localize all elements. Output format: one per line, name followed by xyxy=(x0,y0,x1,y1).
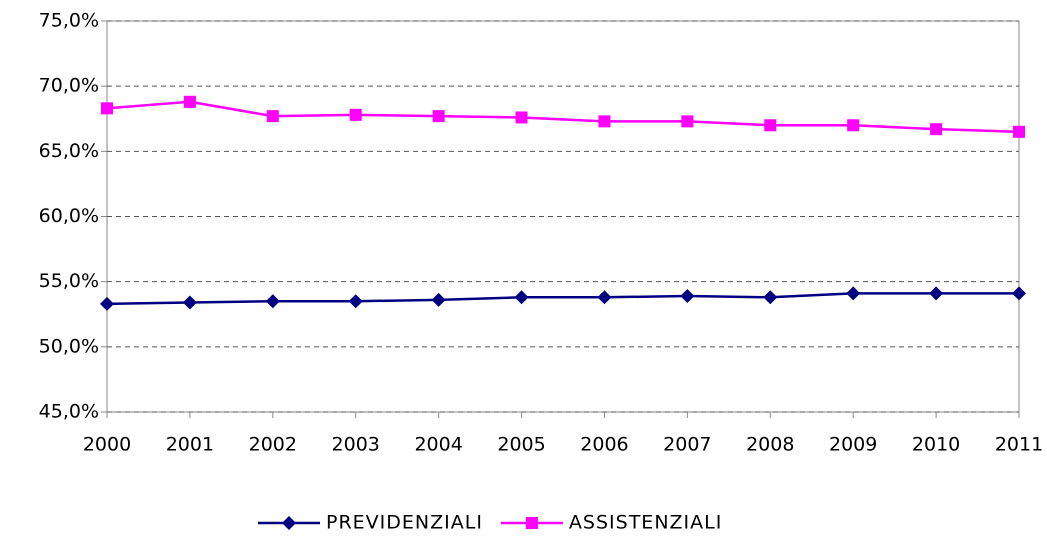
x-tick-label: 2009 xyxy=(829,434,877,456)
data-point xyxy=(514,290,529,305)
x-tick-label: 2011 xyxy=(995,434,1043,456)
legend-marker xyxy=(282,516,296,530)
data-point xyxy=(1012,286,1026,301)
data-point xyxy=(348,294,363,309)
x-tick-label: 2007 xyxy=(663,434,711,456)
y-tick-label: 75,0% xyxy=(39,10,99,32)
data-point xyxy=(515,111,528,124)
data-point xyxy=(182,295,197,310)
data-point xyxy=(597,290,612,305)
x-tick-label: 2002 xyxy=(249,434,297,456)
data-point xyxy=(1013,125,1025,138)
legend-label: PREVIDENZIALI xyxy=(326,512,483,534)
y-tick-label: 60,0% xyxy=(39,205,99,227)
data-point xyxy=(681,115,694,128)
series-line xyxy=(106,292,1019,306)
data-point xyxy=(764,119,777,132)
data-point xyxy=(183,95,196,108)
data-point xyxy=(680,289,695,304)
data-point xyxy=(929,286,944,301)
data-point xyxy=(763,290,778,305)
x-tick-label: 2001 xyxy=(166,434,214,456)
data-point xyxy=(846,286,861,301)
series-line xyxy=(106,100,1020,134)
data-point xyxy=(432,110,445,123)
x-tick-label: 2005 xyxy=(497,434,545,456)
data-point xyxy=(265,294,280,309)
y-tick-label: 65,0% xyxy=(39,140,99,162)
data-point xyxy=(266,110,279,123)
data-point xyxy=(100,296,114,311)
x-tick-label: 2004 xyxy=(414,434,462,456)
data-point xyxy=(847,119,860,132)
data-point xyxy=(349,108,362,121)
x-tick-label: 2006 xyxy=(580,434,628,456)
x-tick-label: 2003 xyxy=(332,434,380,456)
data-point xyxy=(598,115,611,128)
legend-label: ASSISTENZIALI xyxy=(569,512,722,534)
data-point xyxy=(930,123,943,136)
y-tick-label: 50,0% xyxy=(39,335,99,357)
y-tick-label: 45,0% xyxy=(39,401,99,423)
y-tick-label: 70,0% xyxy=(39,75,99,97)
y-tick-label: 55,0% xyxy=(39,270,99,292)
x-tick-label: 2008 xyxy=(746,434,794,456)
data-point xyxy=(431,292,446,307)
data-point xyxy=(101,102,113,115)
x-tick-label: 2000 xyxy=(83,434,131,456)
x-tick-label: 2010 xyxy=(912,434,960,456)
legend-marker xyxy=(525,517,538,529)
